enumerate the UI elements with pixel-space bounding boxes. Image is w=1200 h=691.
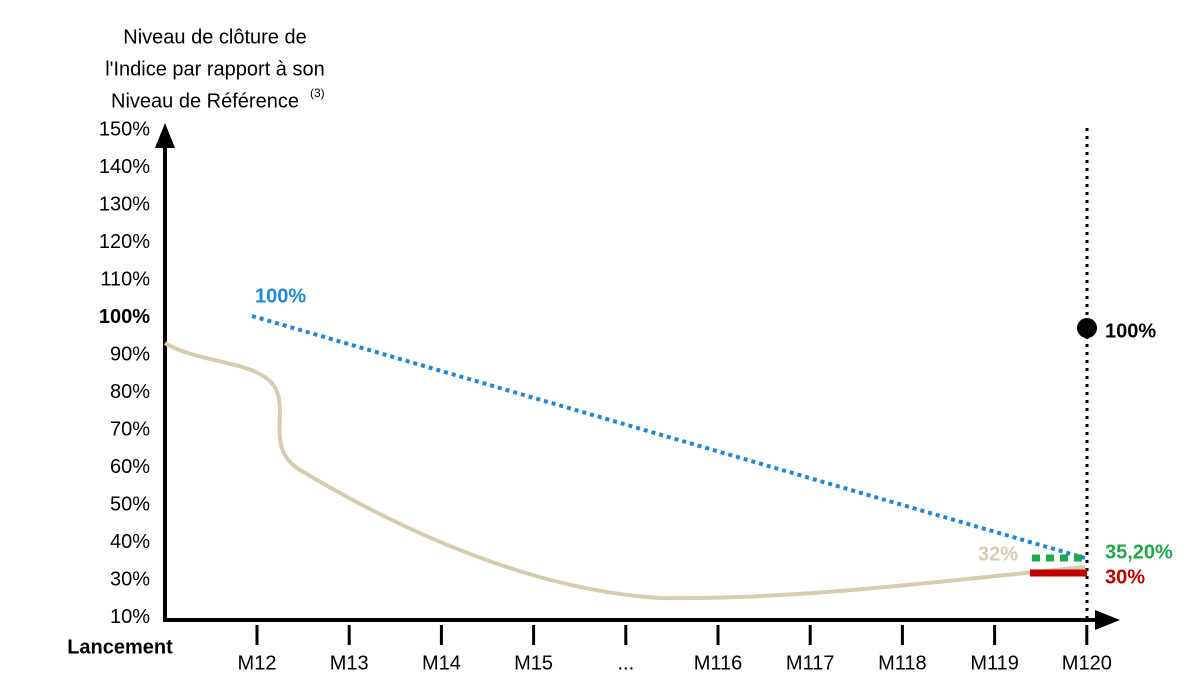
y-title-line: l'Indice par rapport à son — [105, 58, 325, 80]
x-tick-label: M12 — [238, 652, 277, 674]
x-tick-label: M116 — [694, 652, 743, 674]
y-title-superscript: (3) — [310, 86, 325, 100]
coupon-barrier-label: 35,20% — [1105, 541, 1173, 563]
y-title-line: Niveau de clôture de — [123, 26, 306, 48]
y-tick-label: 140% — [99, 156, 150, 178]
x-tick-label: M14 — [422, 652, 461, 674]
y-tick-label: 60% — [110, 456, 150, 478]
y-tick-label: 80% — [110, 381, 150, 403]
index-curve — [163, 341, 1086, 601]
barrier-line — [251, 314, 1086, 560]
x-axis-arrow — [1095, 610, 1120, 630]
y-tick-label: 10% — [110, 606, 150, 628]
x-tick-label: M117 — [786, 652, 835, 674]
y-tick-label: 110% — [100, 268, 150, 290]
x-tick-label: M13 — [330, 652, 369, 674]
y-tick-label: 30% — [110, 568, 150, 590]
x-tick-label: M119 — [970, 652, 1019, 674]
y-tick-label: 50% — [110, 493, 150, 515]
maturity-point — [1077, 318, 1097, 338]
y-axis-arrow — [155, 123, 175, 148]
y-tick-label: 70% — [110, 418, 150, 440]
maturity-outcome-label: 100% — [1105, 320, 1156, 342]
y-tick-label: 100% — [99, 306, 150, 328]
x-tick-label: ... — [617, 652, 634, 674]
barrier-start-label: 100% — [255, 285, 306, 307]
y-tick-label: 90% — [110, 343, 150, 365]
y-title-line: Niveau de Référence — [111, 90, 299, 112]
capital-barrier-label: 30% — [1105, 566, 1145, 588]
x-tick-label: M120 — [1062, 652, 1112, 674]
y-tick-label: 150% — [99, 118, 150, 140]
y-tick-label: 40% — [110, 531, 150, 553]
x-origin-label: Lancement — [67, 636, 173, 658]
y-tick-label: 120% — [99, 231, 150, 253]
final-level-label: 32% — [978, 543, 1018, 565]
x-tick-label: M118 — [878, 652, 927, 674]
x-tick-label: M15 — [514, 652, 553, 674]
y-tick-label: 130% — [99, 193, 150, 215]
